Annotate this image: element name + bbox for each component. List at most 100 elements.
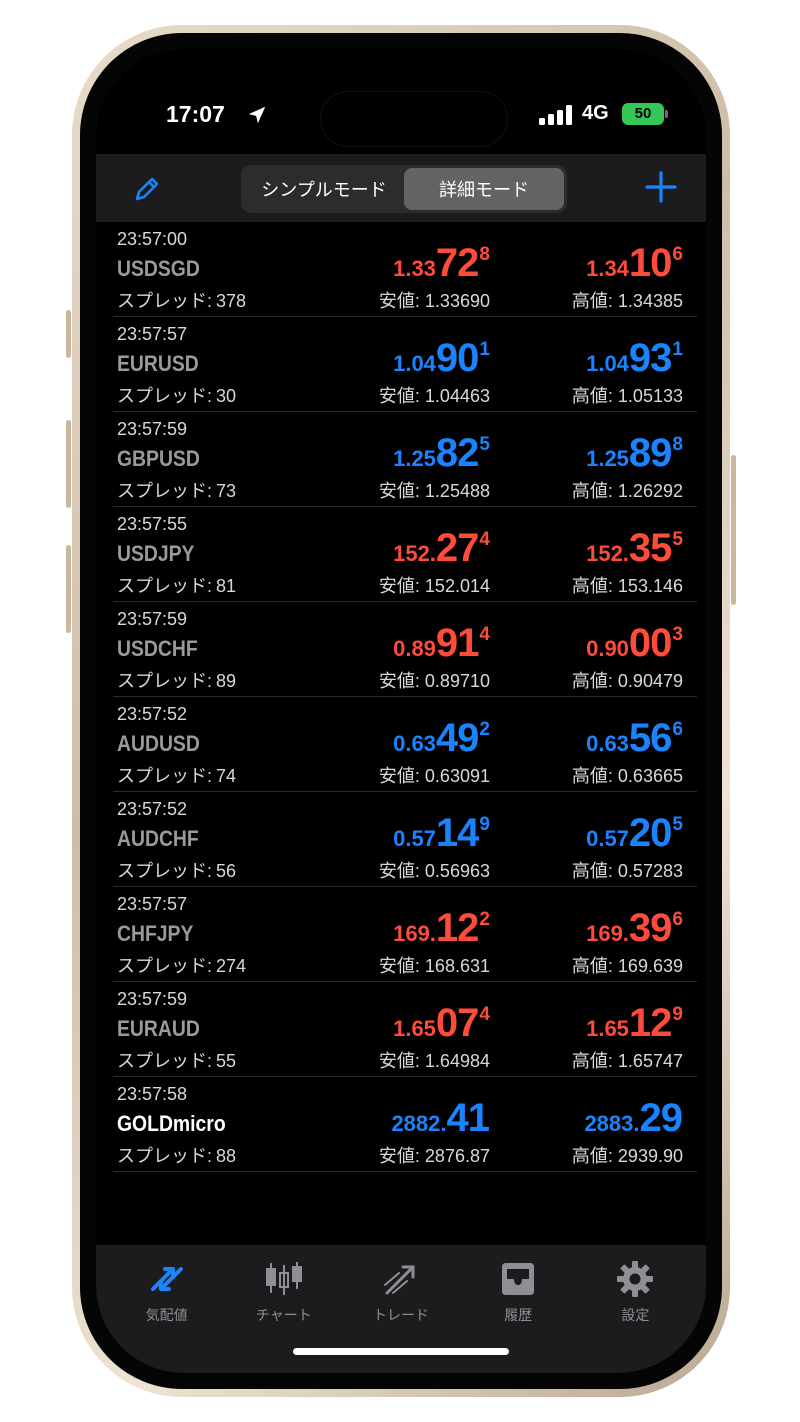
high-value: 0.90479 [617,671,683,691]
quote-time: 23:57:57 [117,894,188,914]
price-pipette: 4 [479,1004,490,1025]
tab-quotes[interactable]: 気配値 [108,1259,225,1373]
location-arrow-icon [248,106,266,124]
tab-settings[interactable]: 設定 [577,1259,694,1373]
bid-price[interactable]: 1.04 90 1 [393,337,490,379]
ask-price[interactable]: 1.65 12 9 [586,1002,683,1044]
tab-label: 気配値 [145,1307,188,1323]
price-pipette: 4 [479,624,490,645]
home-indicator[interactable] [293,1348,509,1355]
low-label: 安値: [378,576,420,596]
spread-text: スプレッド: 89 [117,667,236,693]
symbol-name: GOLDmicro [117,1111,226,1136]
ask-price[interactable]: 0.63 56 6 [586,717,683,759]
quote-row[interactable]: 23:57:00 USDSGD スプレッド: 378 1.33 72 8 1.34 10 6 安値:… [113,222,697,317]
spread-label: スプレッド: [117,1051,213,1071]
price-big-figure: 93 [628,336,672,380]
tab-chart[interactable]: チャート [225,1259,342,1373]
segment-detail-mode[interactable]: 詳細モード [404,168,564,210]
high-label: 高値: [571,386,613,406]
ask-price[interactable]: 0.90 00 3 [586,622,683,664]
quote-row[interactable]: 23:57:59 EURAUD スプレッド: 55 1.65 07 4 1.65 12 9 安値: … [113,982,697,1077]
low-value: 1.04463 [424,386,490,406]
spread-value: 89 [216,671,237,691]
quote-row[interactable]: 23:57:59 USDCHF スプレッド: 89 0.89 91 4 0.90 00 3 安値: … [113,602,697,697]
ask-price[interactable]: 1.04 93 1 [586,337,683,379]
high-price: 高値: 1.05133 [572,382,683,408]
price-pipette: 5 [479,434,490,455]
spread-text: スプレッド: 55 [117,1047,236,1073]
price-big-figure: 07 [435,1001,479,1045]
low-label: 安値: [378,671,420,691]
spread-label: スプレッド: [117,576,213,596]
pencil-edit-icon[interactable] [132,174,162,204]
quote-row[interactable]: 23:57:57 EURUSD スプレッド: 30 1.04 90 1 1.04 93 1 安値: … [113,317,697,412]
high-value: 1.34385 [617,291,683,311]
bid-price[interactable]: 0.89 91 4 [393,622,490,664]
ask-price[interactable]: 0.57 20 5 [586,812,683,854]
high-price: 高値: 1.65747 [572,1047,683,1073]
spread-value: 378 [216,291,247,311]
quote-row[interactable]: 23:57:58 GOLDmicro スプレッド: 88 2882. 41 2883. 29 安… [113,1077,697,1172]
bid-price[interactable]: 2882. 41 [391,1097,490,1139]
low-label: 安値: [378,766,420,786]
bid-price[interactable]: 1.25 82 5 [393,432,490,474]
price-pipette: 9 [672,1004,683,1025]
battery-level: 50 [634,105,652,122]
bid-price[interactable]: 0.57 14 9 [393,812,490,854]
spread-label: スプレッド: [117,481,213,501]
quote-row[interactable]: 23:57:52 AUDUSD スプレッド: 74 0.63 49 2 0.63 56 6 安値: … [113,697,697,792]
spread-text: スプレッド: 74 [117,762,236,788]
price-prefix: 0.89 [393,636,436,661]
ask-price[interactable]: 152. 35 5 [586,527,683,569]
price-pipette: 1 [672,339,683,360]
spread-value: 74 [216,766,237,786]
price-prefix: 1.04 [393,351,436,376]
price-big-figure: 72 [435,241,479,285]
high-price: 高値: 153.146 [572,572,683,598]
low-label: 安値: [378,956,420,976]
tab-label: 設定 [621,1307,650,1323]
tab-label: チャート [255,1307,312,1323]
network-type: 4G [582,102,609,124]
low-price: 安値: 1.33690 [379,287,490,313]
bid-price[interactable]: 169. 12 2 [393,907,490,949]
quote-row[interactable]: 23:57:57 CHFJPY スプレッド: 274 169. 12 2 169. 39 6 安値:… [113,887,697,982]
price-prefix: 0.57 [586,826,629,851]
ask-price[interactable]: 2883. 29 [584,1097,683,1139]
quote-row[interactable]: 23:57:59 GBPUSD スプレッド: 73 1.25 82 5 1.25 89 8 安値: … [113,412,697,507]
quote-time: 23:57:52 [117,799,188,819]
bid-price[interactable]: 152. 27 4 [393,527,490,569]
ask-price[interactable]: 169. 39 6 [586,907,683,949]
quote-row[interactable]: 23:57:55 USDJPY スプレッド: 81 152. 27 4 152. 35 5 安値: … [113,507,697,602]
low-value: 2876.87 [424,1146,490,1166]
low-label: 安値: [378,481,420,501]
price-prefix: 169. [586,921,629,946]
low-price: 安値: 0.89710 [379,667,490,693]
low-label: 安値: [378,386,420,406]
bid-price[interactable]: 0.63 49 2 [393,717,490,759]
high-value: 0.57283 [617,861,683,881]
tab-trade[interactable]: トレード [342,1259,459,1373]
spread-label: スプレッド: [117,861,213,881]
ask-price[interactable]: 1.34 10 6 [586,242,683,284]
price-pipette: 5 [672,529,683,550]
tab-history[interactable]: 履歴 [460,1259,577,1373]
low-value: 1.25488 [424,481,490,501]
quote-row[interactable]: 23:57:52 AUDCHF スプレッド: 56 0.57 14 9 0.57 20 5 安値: … [113,792,697,887]
bid-price[interactable]: 1.33 72 8 [393,242,490,284]
bid-price[interactable]: 1.65 07 4 [393,1002,490,1044]
add-symbol-icon[interactable] [644,170,678,204]
high-price: 高値: 0.90479 [572,667,683,693]
segment-simple-mode[interactable]: シンプルモード [261,180,387,200]
ask-price[interactable]: 1.25 89 8 [586,432,683,474]
high-label: 高値: [571,956,613,976]
price-big-figure: 35 [628,526,672,570]
price-prefix: 0.57 [393,826,436,851]
price-big-figure: 56 [628,716,672,760]
spread-text: スプレッド: 88 [117,1142,236,1168]
quotes-arrows-icon [150,1267,183,1291]
symbol-name: GBPUSD [117,446,200,471]
spread-value: 55 [216,1051,237,1071]
spread-value: 81 [216,576,237,596]
